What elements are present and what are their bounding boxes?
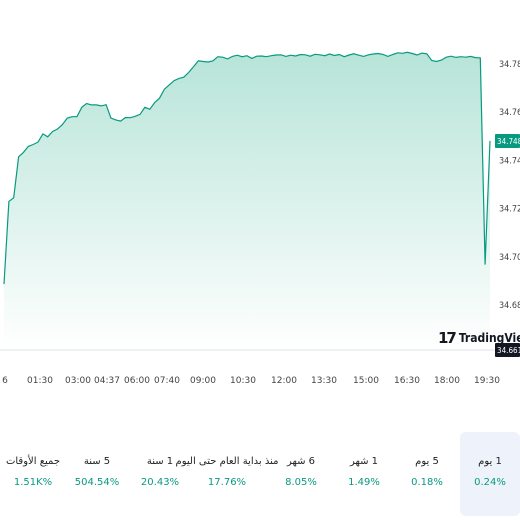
performance-tab[interactable]: 5 يوم 0.18% — [397, 432, 457, 516]
tradingview-logo: 17 TradingView — [438, 329, 520, 347]
performance-value: 1.49% — [348, 477, 380, 488]
x-tick-label: 15:00 — [353, 376, 379, 386]
x-tick-label: 07:40 — [154, 376, 180, 386]
x-tick-label: 03:00 — [65, 376, 91, 386]
performance-tab[interactable]: 1 سنة 20.43% — [130, 432, 190, 516]
performance-period-label: جميع الأوقات — [5, 456, 61, 467]
low-price-badge: 34.66140 — [497, 346, 520, 355]
x-tick-label: 06:00 — [124, 376, 150, 386]
performance-period-label: 1 سنة — [146, 456, 174, 467]
y-tick-label: 34.68000 — [499, 301, 520, 311]
performance-bar: 1 يوم 0.24% 5 يوم 0.18% 1 شهر 1.49% 6 شهر 8.05%… — [0, 430, 520, 518]
performance-value: 17.76% — [207, 477, 247, 488]
x-tick-label: 10:30 — [230, 376, 256, 386]
performance-period-label: منذ بداية العام حتى اليوم — [175, 456, 279, 467]
performance-tab[interactable]: 6 شهر 8.05% — [271, 432, 331, 516]
performance-period-label: 1 شهر — [349, 456, 379, 467]
performance-period-label: 6 شهر — [286, 456, 316, 467]
x-tick-label: 19:30 — [474, 376, 500, 386]
series-area — [4, 52, 490, 351]
performance-period-label: 5 سنة — [83, 456, 111, 467]
last-price-badge-bg — [495, 133, 520, 148]
last-price-badge: 34.74805 — [497, 137, 520, 146]
y-tick-label: 34.74000 — [499, 156, 520, 166]
performance-value: 0.24% — [474, 477, 506, 488]
price-chart[interactable]: 34.78000 34.76000 34.74000 34.72000 34.70000… — [0, 0, 520, 400]
x-tick-label: 18:00 — [434, 376, 460, 386]
performance-period-label: 5 يوم — [415, 456, 439, 467]
x-tick-label: 12:00 — [271, 376, 297, 386]
performance-value: 504.54% — [74, 477, 120, 488]
x-tick-label: 04:37 — [94, 376, 120, 386]
performance-tab[interactable]: جميع الأوقات 1.51K% — [0, 432, 92, 516]
performance-tab[interactable]: 1 شهر 1.49% — [334, 432, 394, 516]
y-tick-label: 34.70000 — [499, 253, 520, 263]
series-line — [3, 51, 491, 285]
performance-value: 20.43% — [140, 477, 180, 488]
performance-tab[interactable]: 1 يوم 0.24% — [460, 432, 520, 516]
y-tick-label: 34.72000 — [499, 205, 520, 215]
x-tick-label: 16:30 — [394, 376, 420, 386]
x-tick-label: 6 — [2, 376, 8, 386]
performance-value: 8.05% — [285, 477, 317, 488]
x-tick-label: 13:30 — [311, 376, 337, 386]
x-tick-label: 01:30 — [27, 376, 53, 386]
performance-tab[interactable]: منذ بداية العام حتى اليوم 17.76% — [168, 432, 286, 516]
low-price-badge-bg — [495, 343, 520, 357]
performance-value: 0.18% — [411, 477, 443, 488]
y-tick-label: 34.78000 — [499, 60, 520, 70]
performance-period-label: 1 يوم — [478, 456, 502, 467]
tradingview-logo-icon: 17 — [438, 329, 457, 347]
tradingview-logo-text: TradingView — [458, 331, 520, 345]
performance-value: 1.51K% — [13, 477, 53, 488]
performance-tab[interactable]: 5 سنة 504.54% — [67, 432, 127, 516]
x-tick-label: 09:00 — [190, 376, 216, 386]
y-tick-label: 34.76000 — [499, 108, 520, 118]
chart-svg[interactable]: 34.78000 34.76000 34.74000 34.72000 34.70000… — [0, 0, 520, 400]
